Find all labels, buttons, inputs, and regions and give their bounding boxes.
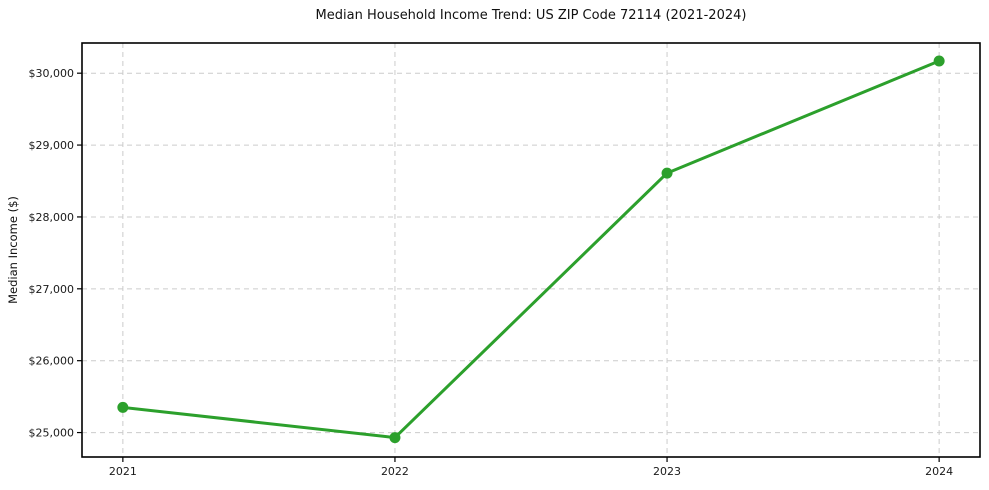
x-tick-label: 2024	[925, 465, 953, 478]
data-point-2022	[389, 432, 401, 444]
y-tick-label: $29,000	[29, 139, 75, 152]
y-tick-label: $30,000	[29, 67, 75, 80]
x-tick-label: 2023	[653, 465, 681, 478]
data-point-2023	[661, 167, 673, 179]
y-tick-label: $27,000	[29, 283, 75, 296]
y-tick-label: $28,000	[29, 211, 75, 224]
trend-line	[121, 59, 941, 440]
x-tick-label: 2022	[381, 465, 409, 478]
y-tick-label: $25,000	[29, 427, 75, 440]
x-tick-label: 2021	[109, 465, 137, 478]
chart-title: Median Household Income Trend: US ZIP Co…	[315, 8, 747, 23]
plot-background	[82, 43, 980, 457]
data-point-2021	[117, 401, 129, 413]
data-point-2024	[933, 55, 945, 67]
y-tick-label: $26,000	[29, 355, 75, 368]
axes-spines	[81, 42, 981, 458]
